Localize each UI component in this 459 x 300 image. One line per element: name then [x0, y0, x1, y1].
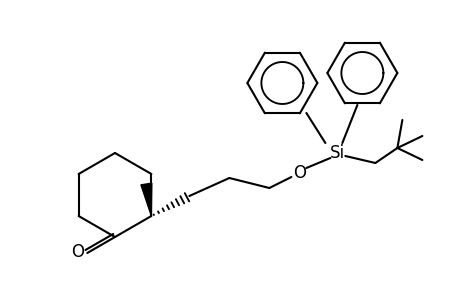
Polygon shape	[140, 183, 151, 216]
Text: Si: Si	[329, 144, 344, 162]
Text: O: O	[71, 243, 84, 261]
Text: O: O	[292, 164, 305, 182]
